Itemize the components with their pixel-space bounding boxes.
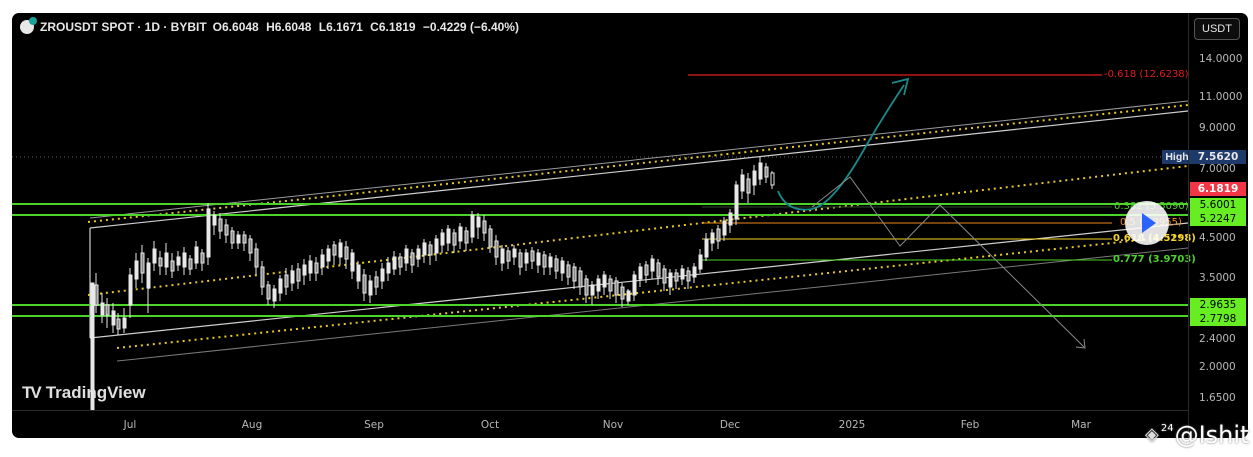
price-tick: 7.0000: [1199, 163, 1236, 175]
high-value: H6.6048: [266, 20, 312, 34]
time-tick: Dec: [719, 419, 741, 431]
price-axis[interactable]: USDT 14.0000 11.0000 9.0000 7.0000 4.500…: [1188, 13, 1248, 438]
level-tag-5-2247: 5.2247: [1190, 212, 1246, 226]
high-tag-label: High: [1162, 150, 1192, 164]
watermark-sup: 24: [1160, 423, 1174, 434]
tradingview-mark-icon: TV: [22, 383, 42, 402]
time-tick: Feb: [960, 419, 980, 431]
price-tick: 14.0000: [1199, 53, 1243, 65]
fib-0777-label: 0.777 (3.9703): [1113, 254, 1196, 265]
chart-plot-area[interactable]: -0.618 (12.6238) 0.382 (5.5090) 0.5 (4.9…: [12, 13, 1196, 411]
change-value: −0.4229 (−6.40%): [422, 20, 519, 34]
high-price-tag: 7.5620: [1190, 150, 1246, 164]
watermark-handle: @Ishit: [1174, 421, 1250, 449]
tradingview-logo: TV TradingView: [22, 383, 146, 403]
currency-selector[interactable]: USDT: [1194, 18, 1240, 40]
price-tick: 3.5000: [1199, 272, 1236, 284]
symbol-title[interactable]: ZROUSDT SPOT · 1D · BYBIT: [40, 20, 207, 34]
ohlc-values: O6.6048 H6.6048 L6.1671 C6.1819 −0.4229 …: [213, 20, 523, 34]
author-watermark: ◈ 24 @Ishit: [1145, 421, 1249, 449]
time-tick: Mar: [1071, 419, 1091, 431]
level-tag-2-7798: 2.7798: [1190, 312, 1246, 326]
time-tick: Oct: [480, 419, 500, 431]
chart-frame: -0.618 (12.6238) 0.382 (5.5090) 0.5 (4.9…: [12, 13, 1248, 438]
time-tick: Jul: [123, 419, 137, 431]
price-tick: 1.6500: [1199, 392, 1236, 404]
chart-svg: [12, 74, 1189, 411]
time-axis[interactable]: Jul Aug Sep Oct Nov Dec 2025 Feb Mar: [12, 410, 1188, 438]
time-tick: Aug: [241, 419, 263, 431]
price-tick: 9.0000: [1199, 122, 1236, 134]
price-tick: 11.0000: [1199, 91, 1243, 103]
level-tag-5-6001: 5.6001: [1190, 198, 1246, 212]
level-tag-2-9635: 2.9635: [1190, 298, 1246, 312]
zro-coin-icon: [20, 17, 37, 34]
price-tick: 2.0000: [1199, 361, 1236, 373]
binance-square-icon: ◈: [1145, 424, 1159, 445]
time-tick: Nov: [602, 419, 624, 431]
price-tick: 4.5000: [1199, 232, 1236, 244]
close-value: C6.1819: [370, 20, 416, 34]
time-tick: 2025: [838, 419, 866, 431]
open-value: O6.6048: [212, 20, 259, 34]
play-button-icon[interactable]: [1125, 201, 1169, 245]
fib-ext-label: -0.618 (12.6238): [1104, 69, 1189, 80]
time-tick: Sep: [364, 419, 384, 431]
symbol-header: ZROUSDT SPOT · 1D · BYBIT O6.6048 H6.604…: [20, 17, 523, 36]
last-price-tag: 6.1819: [1190, 182, 1246, 196]
price-tick: 2.4000: [1199, 333, 1236, 345]
tradingview-logo-text: TradingView: [45, 383, 146, 402]
low-value: L6.1671: [318, 20, 363, 34]
